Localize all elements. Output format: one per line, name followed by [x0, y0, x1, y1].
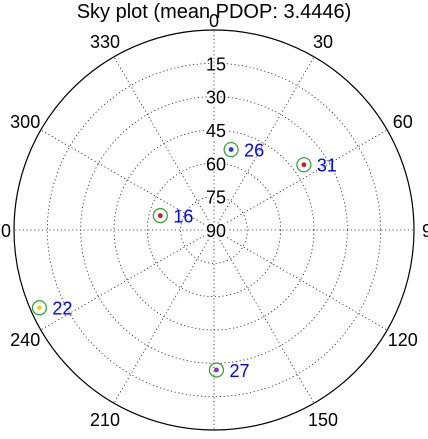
satellite-marker	[301, 162, 307, 168]
satellite-ring	[152, 208, 168, 224]
azimuth-tick-label: 90	[422, 221, 428, 241]
azimuth-tick-label: 60	[393, 112, 413, 132]
satellite-22: 22	[31, 299, 72, 319]
grid-spoke	[213, 229, 388, 331]
grid-spoke	[213, 56, 315, 231]
grid-spoke	[213, 229, 315, 404]
elevation-label: 60	[206, 154, 226, 174]
satellite-ring	[31, 300, 48, 316]
satellite-prn-label: 16	[173, 207, 193, 227]
satellite-31: 31	[296, 156, 337, 176]
horizon-circle	[13, 29, 415, 431]
satellite-marker	[214, 367, 219, 373]
elevation-ring	[146, 162, 282, 298]
satellite-ring	[223, 141, 239, 158]
satellite-ring	[296, 157, 312, 173]
elevation-label: 45	[206, 121, 226, 141]
satellite-prn-label: 26	[244, 141, 264, 161]
satellite-prn-label: 27	[229, 361, 249, 381]
azimuth-tick-label: 330	[90, 32, 120, 52]
azimuth-tick-label: 210	[90, 410, 120, 430]
azimuth-tick-label: 240	[10, 330, 40, 350]
elevation-label: 30	[206, 88, 226, 108]
azimuth-tick-label: 0	[209, 11, 219, 31]
polar-grid	[13, 29, 415, 431]
satellite-marker	[228, 147, 234, 152]
elevation-label: 15	[206, 54, 226, 74]
azimuth-tick-labels: 0306090120150180210240270300330	[0, 11, 428, 430]
satellite-prn-label: 31	[317, 156, 337, 176]
satellite-16: 16	[152, 207, 193, 227]
elevation-ring	[113, 129, 315, 331]
elevation-ring	[180, 196, 248, 264]
satellites: 26 31 16 22 27	[31, 141, 337, 381]
azimuth-tick-label: 120	[388, 330, 418, 350]
azimuth-tick-label: 150	[308, 410, 338, 430]
elevation-labels: 15 30 45 60 75 90	[204, 53, 227, 243]
satellite-marker	[157, 213, 163, 219]
azimuth-tick-label: 270	[0, 221, 11, 241]
azimuth-tick-label: 30	[313, 32, 333, 52]
chart-title: Sky plot (mean PDOP: 3.4446)	[77, 1, 352, 23]
elevation-label: 90	[206, 221, 226, 241]
satellite-prn-label: 22	[52, 299, 72, 319]
azimuth-tick-label: 300	[10, 112, 40, 132]
satellite-26: 26	[223, 141, 264, 161]
elevation-ring	[46, 62, 382, 398]
satellite-marker	[37, 305, 42, 311]
elevation-label: 75	[206, 188, 226, 208]
satellite-ring	[208, 362, 225, 378]
grid-spoke	[40, 229, 215, 331]
satellite-27: 27	[208, 361, 249, 381]
